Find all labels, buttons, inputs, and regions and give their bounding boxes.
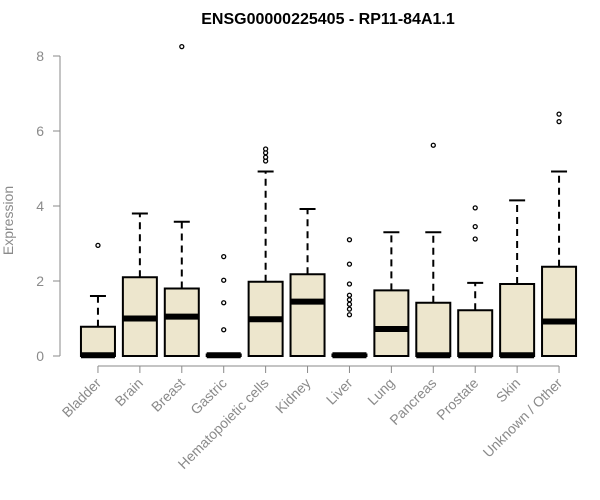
- box-iqr: [289, 273, 326, 357]
- outlier-point: [262, 146, 269, 152]
- x-tick-label: Prostate: [433, 375, 481, 423]
- box-iqr: [79, 325, 116, 357]
- outlier-point: [346, 312, 353, 318]
- outlier-point: [556, 111, 562, 117]
- box-hematopoietic-cells: [247, 146, 284, 357]
- y-tick-label: 4: [36, 198, 44, 214]
- y-axis-label: Expression: [0, 186, 16, 255]
- outlier-point: [430, 142, 436, 148]
- box-liver: [331, 237, 368, 359]
- box-prostate: [457, 205, 494, 359]
- box-unknown-other: [541, 111, 578, 357]
- outlier-point: [346, 297, 353, 303]
- box-iqr: [457, 309, 494, 357]
- x-tick-label: Liver: [323, 375, 356, 408]
- x-tick-label: Unknown / Other: [480, 375, 566, 461]
- box-iqr: [499, 283, 536, 357]
- y-tick-label: 6: [36, 123, 44, 139]
- x-tick-label: Kidney: [272, 375, 314, 417]
- box-breast: [163, 43, 200, 357]
- outlier-point: [262, 154, 269, 160]
- x-tick-label: Breast: [148, 375, 188, 415]
- y-tick-label: 2: [36, 273, 44, 289]
- outlier-point: [472, 236, 478, 242]
- x-tick-label: Pancreas: [386, 375, 439, 428]
- x-tick-label: Brain: [112, 375, 146, 409]
- outlier-point: [346, 237, 353, 243]
- outlier-point: [472, 205, 478, 211]
- outlier-point: [472, 223, 478, 230]
- outlier-point: [346, 261, 353, 267]
- outlier-point: [221, 327, 227, 333]
- outlier-point: [221, 253, 227, 260]
- box-iqr: [373, 289, 410, 357]
- x-tick-label: Bladder: [59, 375, 105, 421]
- outlier-point: [179, 43, 185, 50]
- box-skin: [499, 199, 536, 359]
- outlier-point: [556, 118, 562, 125]
- outlier-point: [346, 281, 353, 287]
- outlier-point: [346, 292, 353, 298]
- box-iqr: [415, 301, 452, 357]
- box-iqr: [163, 287, 200, 357]
- outlier-point: [95, 242, 101, 249]
- outlier-point: [221, 277, 227, 283]
- box-iqr: [541, 265, 578, 357]
- chart-title: ENSG00000225405 - RP11-84A1.1: [201, 11, 455, 28]
- box-bladder: [79, 242, 116, 359]
- outlier-point: [346, 306, 353, 312]
- box-kidney: [289, 208, 326, 357]
- box-pancreas: [415, 142, 452, 359]
- box-brain: [121, 212, 158, 357]
- outlier-point: [221, 300, 227, 306]
- box-lung: [373, 231, 410, 357]
- y-tick-label: 0: [36, 348, 44, 364]
- x-tick-label: Lung: [364, 375, 397, 408]
- box-gastric: [205, 253, 242, 359]
- box-series: [79, 43, 578, 359]
- x-tick-label: Skin: [493, 375, 524, 406]
- outlier-point: [346, 301, 353, 307]
- y-tick-label: 8: [36, 48, 44, 64]
- y-axis: 0 2 4 6 8: [36, 48, 61, 364]
